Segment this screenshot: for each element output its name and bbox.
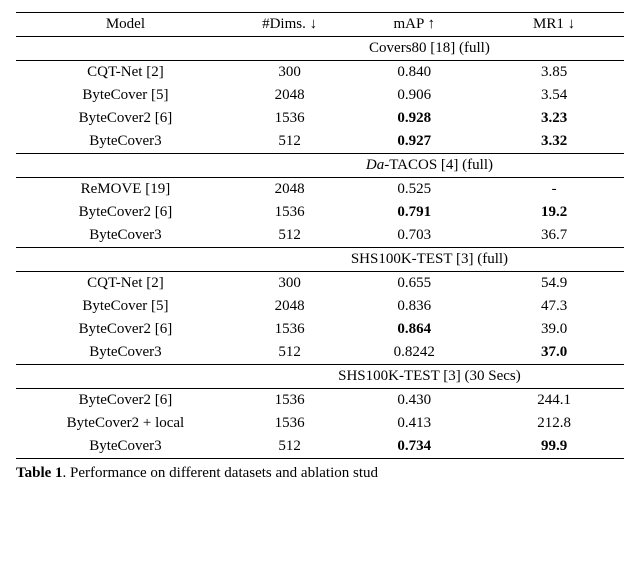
cell-dims: 2048 bbox=[235, 295, 344, 318]
caption-text: . Performance on different datasets and … bbox=[63, 465, 378, 481]
cell-map: 0.8242 bbox=[344, 341, 484, 365]
cell-mr1: 244.1 bbox=[484, 389, 624, 413]
cell-dims: 512 bbox=[235, 341, 344, 365]
cell-map: 0.927 bbox=[344, 130, 484, 154]
cell-mr1: 3.85 bbox=[484, 61, 624, 85]
cell-map: 0.655 bbox=[344, 272, 484, 296]
header-map: mAP ↑ bbox=[344, 13, 484, 37]
cell-map: 0.430 bbox=[344, 389, 484, 413]
cell-mr1: 3.32 bbox=[484, 130, 624, 154]
table-row: ByteCover35120.9273.32 bbox=[16, 130, 624, 154]
cell-model: ByteCover2 [6] bbox=[16, 389, 235, 413]
header-dims: #Dims. ↓ bbox=[235, 13, 344, 37]
cell-map: 0.525 bbox=[344, 178, 484, 202]
table-row: ByteCover35120.73499.9 bbox=[16, 435, 624, 459]
section-label-row: SHS100K-TEST [3] (30 Secs) bbox=[16, 365, 624, 389]
cell-model: ReMOVE [19] bbox=[16, 178, 235, 202]
cell-mr1: 212.8 bbox=[484, 412, 624, 435]
cell-mr1: 3.54 bbox=[484, 84, 624, 107]
cell-map: 0.836 bbox=[344, 295, 484, 318]
cell-mr1: 99.9 bbox=[484, 435, 624, 459]
section-label: Da-TACOS [4] (full) bbox=[235, 154, 624, 178]
cell-mr1: 47.3 bbox=[484, 295, 624, 318]
cell-dims: 2048 bbox=[235, 84, 344, 107]
section-label-row: Covers80 [18] (full) bbox=[16, 37, 624, 61]
cell-map: 0.906 bbox=[344, 84, 484, 107]
cell-model: ByteCover2 + local bbox=[16, 412, 235, 435]
cell-mr1: 3.23 bbox=[484, 107, 624, 130]
cell-mr1: 37.0 bbox=[484, 341, 624, 365]
cell-mr1: 19.2 bbox=[484, 201, 624, 224]
cell-dims: 1536 bbox=[235, 107, 344, 130]
cell-dims: 1536 bbox=[235, 201, 344, 224]
section-label-blank bbox=[16, 154, 235, 178]
header-row: Model#Dims. ↓mAP ↑MR1 ↓ bbox=[16, 13, 624, 37]
section-label-blank bbox=[16, 248, 235, 272]
cell-dims: 512 bbox=[235, 224, 344, 248]
cell-dims: 512 bbox=[235, 435, 344, 459]
results-table: Model#Dims. ↓mAP ↑MR1 ↓Covers80 [18] (fu… bbox=[16, 12, 624, 459]
header-mr1: MR1 ↓ bbox=[484, 13, 624, 37]
cell-model: ByteCover3 bbox=[16, 130, 235, 154]
cell-dims: 300 bbox=[235, 272, 344, 296]
cell-mr1: 36.7 bbox=[484, 224, 624, 248]
cell-dims: 1536 bbox=[235, 412, 344, 435]
cell-model: ByteCover2 [6] bbox=[16, 318, 235, 341]
cell-model: ByteCover3 bbox=[16, 435, 235, 459]
table-row: CQT-Net [2]3000.65554.9 bbox=[16, 272, 624, 296]
cell-model: ByteCover [5] bbox=[16, 84, 235, 107]
cell-model: ByteCover3 bbox=[16, 341, 235, 365]
table-caption: Table 1. Performance on different datase… bbox=[16, 465, 624, 482]
cell-map: 0.734 bbox=[344, 435, 484, 459]
table-row: ReMOVE [19]20480.525- bbox=[16, 178, 624, 202]
cell-mr1: - bbox=[484, 178, 624, 202]
cell-dims: 512 bbox=[235, 130, 344, 154]
section-label-blank bbox=[16, 365, 235, 389]
cell-map: 0.864 bbox=[344, 318, 484, 341]
header-model: Model bbox=[16, 13, 235, 37]
cell-dims: 300 bbox=[235, 61, 344, 85]
table-row: ByteCover2 [6]15360.79119.2 bbox=[16, 201, 624, 224]
cell-model: ByteCover3 bbox=[16, 224, 235, 248]
section-label-row: Da-TACOS [4] (full) bbox=[16, 154, 624, 178]
table-row: ByteCover2 + local15360.413212.8 bbox=[16, 412, 624, 435]
section-label-row: SHS100K-TEST [3] (full) bbox=[16, 248, 624, 272]
table-row: ByteCover [5]20480.9063.54 bbox=[16, 84, 624, 107]
cell-model: CQT-Net [2] bbox=[16, 272, 235, 296]
table-row: ByteCover [5]20480.83647.3 bbox=[16, 295, 624, 318]
cell-map: 0.840 bbox=[344, 61, 484, 85]
table-row: ByteCover35120.70336.7 bbox=[16, 224, 624, 248]
section-label: Covers80 [18] (full) bbox=[235, 37, 624, 61]
table-row: ByteCover2 [6]15360.86439.0 bbox=[16, 318, 624, 341]
table-row: ByteCover2 [6]15360.430244.1 bbox=[16, 389, 624, 413]
section-label-blank bbox=[16, 37, 235, 61]
cell-map: 0.791 bbox=[344, 201, 484, 224]
cell-map: 0.928 bbox=[344, 107, 484, 130]
table-row: ByteCover35120.824237.0 bbox=[16, 341, 624, 365]
cell-mr1: 54.9 bbox=[484, 272, 624, 296]
table-row: CQT-Net [2]3000.8403.85 bbox=[16, 61, 624, 85]
cell-map: 0.413 bbox=[344, 412, 484, 435]
cell-dims: 1536 bbox=[235, 389, 344, 413]
cell-dims: 1536 bbox=[235, 318, 344, 341]
cell-model: ByteCover2 [6] bbox=[16, 107, 235, 130]
cell-mr1: 39.0 bbox=[484, 318, 624, 341]
section-label: SHS100K-TEST [3] (30 Secs) bbox=[235, 365, 624, 389]
cell-model: CQT-Net [2] bbox=[16, 61, 235, 85]
table-row: ByteCover2 [6]15360.9283.23 bbox=[16, 107, 624, 130]
cell-map: 0.703 bbox=[344, 224, 484, 248]
caption-prefix: Table 1 bbox=[16, 465, 63, 481]
cell-model: ByteCover2 [6] bbox=[16, 201, 235, 224]
cell-model: ByteCover [5] bbox=[16, 295, 235, 318]
cell-dims: 2048 bbox=[235, 178, 344, 202]
section-label: SHS100K-TEST [3] (full) bbox=[235, 248, 624, 272]
